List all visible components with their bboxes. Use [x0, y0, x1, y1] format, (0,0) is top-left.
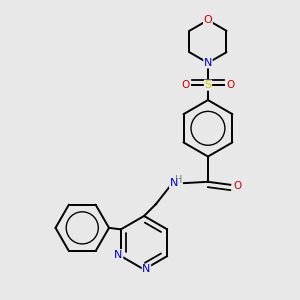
Text: O: O	[227, 80, 235, 90]
Text: O: O	[204, 15, 212, 25]
Text: S: S	[204, 80, 211, 90]
Text: O: O	[234, 181, 242, 191]
Text: N: N	[204, 58, 212, 68]
Text: N: N	[169, 178, 178, 188]
Text: N: N	[142, 265, 151, 275]
Text: H: H	[175, 175, 182, 185]
Text: O: O	[181, 80, 189, 90]
Text: N: N	[114, 250, 123, 260]
